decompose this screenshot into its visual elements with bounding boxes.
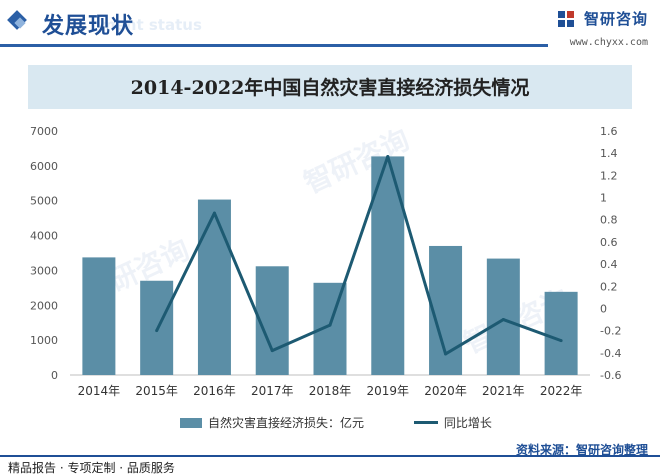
y-right-tick-label: -0.4 xyxy=(600,347,621,360)
y-left-tick-label: 0 xyxy=(51,369,58,382)
brand: 智研咨询 www.chyxx.com xyxy=(557,8,648,48)
y-right-tick-label: 0.6 xyxy=(600,236,618,249)
y-left-tick-label: 4000 xyxy=(30,230,58,243)
chart-title: 2014-2022年中国自然灾害直接经济损失情况 xyxy=(130,77,530,99)
header-subtitle: ment status xyxy=(100,16,202,34)
footer-divider xyxy=(0,455,660,457)
growth-point xyxy=(386,155,390,159)
growth-point xyxy=(559,339,563,343)
y-right-tick-label: 1 xyxy=(600,192,607,205)
growth-point xyxy=(155,329,159,333)
x-tick-label: 2021年 xyxy=(482,384,525,398)
growth-point xyxy=(212,211,216,215)
brand-url: www.chyxx.com xyxy=(569,37,648,48)
y-left-tick-label: 1000 xyxy=(30,334,58,347)
x-tick-label: 2019年 xyxy=(367,384,410,398)
x-tick-label: 2022年 xyxy=(540,384,583,398)
y-right-tick-label: 0.4 xyxy=(600,258,618,271)
growth-point xyxy=(270,349,274,353)
brand-logo-icon xyxy=(557,10,574,27)
header-divider xyxy=(0,44,548,47)
page-header: ment status 发展现状 xyxy=(0,0,660,50)
y-right-tick-label: -0.6 xyxy=(600,369,621,382)
y-left-tick-label: 2000 xyxy=(30,299,58,312)
footer-bar xyxy=(0,455,660,476)
footer-tagline: 精品报告 · 专项定制 · 品质服务 xyxy=(8,461,175,475)
y-right-tick-label: 0 xyxy=(600,302,607,315)
legend-item-line: 同比增长 xyxy=(413,414,492,431)
y-left-tick-label: 3000 xyxy=(30,264,58,277)
y-right-tick-label: 1.4 xyxy=(600,147,618,160)
source-note: 资料来源：智研咨询整理 xyxy=(515,443,648,457)
chart-legend: 自然灾害直接经济损失：亿元 同比增长 xyxy=(180,414,538,431)
y-left-tick-label: 5000 xyxy=(30,195,58,208)
x-tick-label: 2020年 xyxy=(424,384,467,398)
growth-point xyxy=(328,323,332,327)
y-right-tick-label: 1.2 xyxy=(600,169,618,182)
y-left-tick-label: 7000 xyxy=(30,125,58,138)
x-tick-label: 2018年 xyxy=(309,384,352,398)
bar xyxy=(544,291,578,375)
growth-point xyxy=(501,318,505,322)
legend-item-bar: 自然灾害直接经济损失：亿元 xyxy=(180,414,364,431)
y-right-tick-label: 1.6 xyxy=(600,125,618,138)
y-left-tick-label: 6000 xyxy=(30,160,58,173)
x-tick-label: 2016年 xyxy=(193,384,236,398)
y-right-tick-label: 0.2 xyxy=(600,280,618,293)
brand-name: 智研咨询 xyxy=(583,10,648,28)
bar xyxy=(197,199,231,375)
growth-point xyxy=(444,352,448,356)
legend-label-line: 同比增长 xyxy=(443,416,492,430)
legend-label-bar: 自然灾害直接经济损失：亿元 xyxy=(208,416,365,430)
growth-line xyxy=(155,155,562,356)
legend-swatch-bar xyxy=(180,417,202,428)
x-tick-label: 2014年 xyxy=(78,384,121,398)
bar xyxy=(82,257,116,375)
chart-title-band: 2014-2022年中国自然灾害直接经济损失情况 xyxy=(28,65,632,109)
bar xyxy=(486,258,520,375)
header-title: 发展现状 xyxy=(42,14,135,39)
x-tick-label: 2015年 xyxy=(135,384,178,398)
y-right-tick-label: 0.8 xyxy=(600,214,618,227)
legend-swatch-line xyxy=(413,421,438,424)
y-right-tick-label: -0.2 xyxy=(600,325,621,338)
x-tick-label: 2017年 xyxy=(251,384,294,398)
